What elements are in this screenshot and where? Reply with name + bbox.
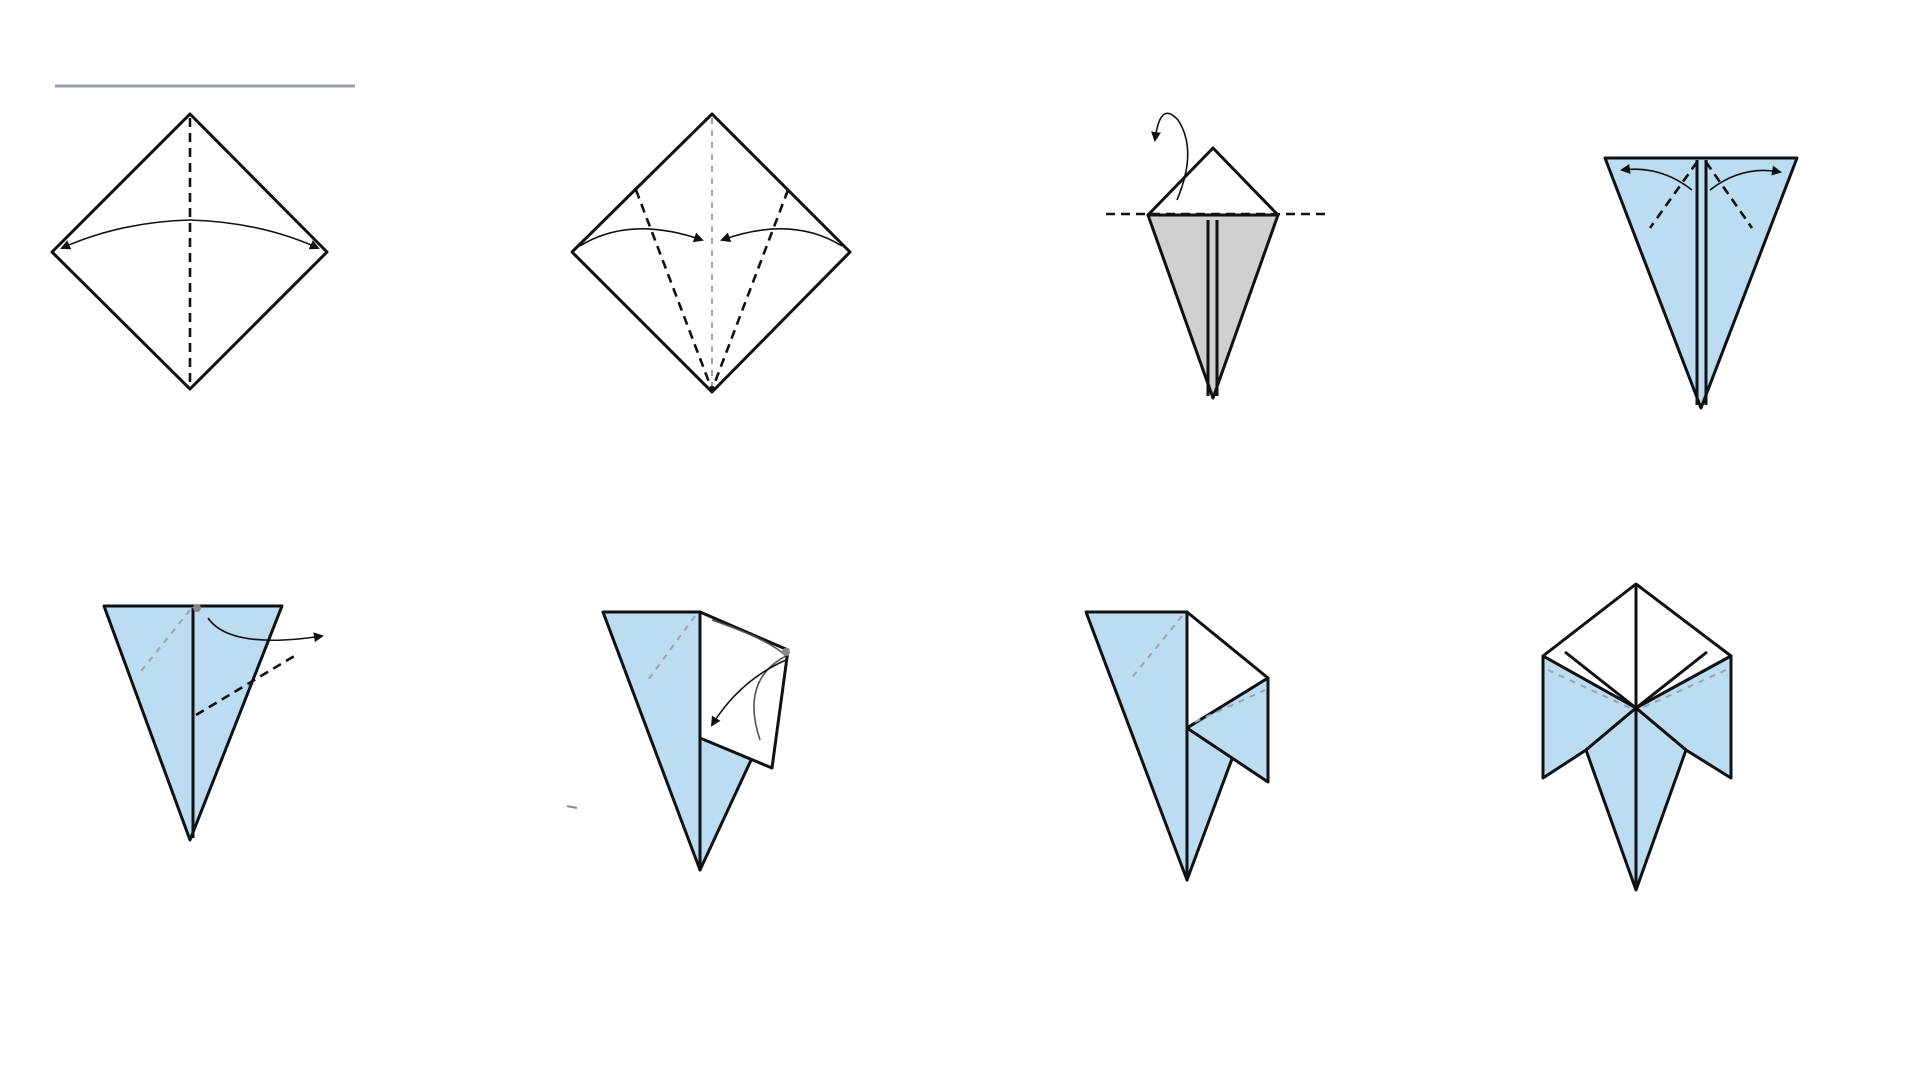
step-4-arrow-right [1709, 165, 1782, 191]
step-2-arrow-left-flap [579, 228, 704, 247]
step-2-left-valley-fold [634, 189, 714, 391]
step-7-kite-left [1084, 610, 1189, 882]
step-6-squash-arc-2 [753, 655, 787, 741]
step-1-fold-arrow-left [60, 219, 191, 250]
step-4-diagram [1603, 156, 1799, 410]
step-4-left-valley-fold [1648, 161, 1699, 229]
step-8-diag-right [1635, 650, 1708, 710]
step-2-right-valley-fold [710, 189, 790, 391]
step-4-right-valley-fold [1704, 161, 1754, 229]
step-8-left-crease [1547, 669, 1631, 709]
step-7-left-crease [1129, 615, 1183, 681]
step-7-lower-flap [1185, 676, 1270, 784]
step-3-diagram [1106, 112, 1326, 400]
step-6-pivot-point [782, 648, 790, 656]
step-2-diagram [570, 112, 852, 394]
step-5-valley-fold [195, 653, 297, 717]
step-5-left-crease [137, 609, 191, 676]
step-8-right-crease [1641, 669, 1727, 709]
step-6-left-crease [647, 615, 696, 681]
step-8-diag-left [1564, 650, 1637, 710]
step-1-diagram [50, 112, 329, 391]
step-1-square [50, 112, 329, 391]
step-5-arrow [207, 617, 324, 643]
step-3-top-triangle [1146, 146, 1280, 217]
step-3-kite-body [1146, 213, 1280, 400]
step-6-edge-mark [566, 805, 578, 809]
step-1-fold-arrow-right [189, 219, 320, 250]
step-4-kite [1603, 156, 1799, 410]
step-8-diagram [1541, 582, 1733, 892]
step-5-diagram [102, 604, 324, 842]
step-7-right-crease [1194, 689, 1266, 723]
step-6-diagram [566, 610, 790, 872]
step-4-arrow-left [1620, 164, 1693, 191]
step-6-folded-flap [698, 610, 790, 770]
step-5-pivot-point [193, 604, 201, 612]
step-2-arrow-right-flap [720, 228, 843, 247]
step-7-diagram [1084, 610, 1270, 882]
step-6-squash-arrow [710, 659, 787, 727]
step-6-kite-left [601, 610, 702, 872]
step-3-fold-behind-arrow [1151, 112, 1189, 201]
